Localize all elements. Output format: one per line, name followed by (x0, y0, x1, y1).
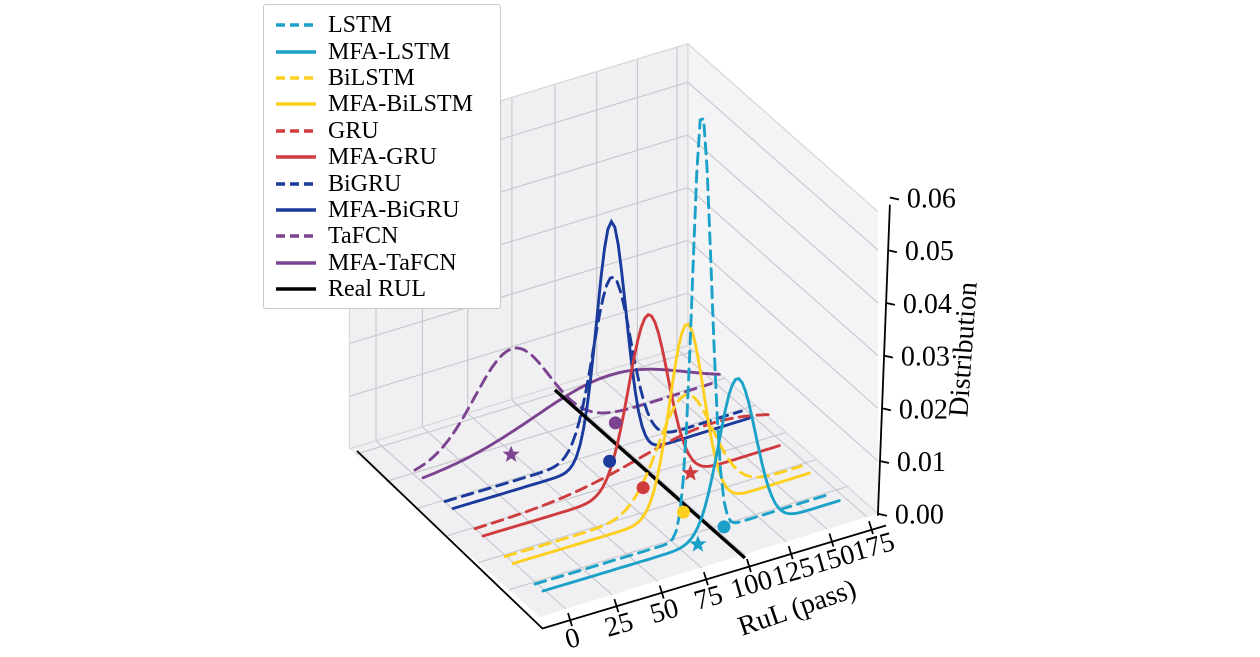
legend-item-lstm: LSTM (264, 12, 500, 38)
legend-item-label: MFA-GRU (328, 144, 437, 171)
legend-item-bigru: BiGRU (264, 170, 500, 196)
legend-item-mfa-bilstm: MFA-BiLSTM (264, 91, 500, 117)
svg-text:0.03: 0.03 (901, 342, 950, 373)
legend-item-gru: GRU (264, 118, 500, 144)
marker-star-MFA-LSTM (689, 535, 707, 552)
curve-LSTM (533, 116, 833, 586)
marker-dot-MFA-TaFCN (608, 416, 622, 430)
legend-item-label: TaFCN (328, 223, 399, 250)
svg-text:25: 25 (601, 606, 636, 644)
marker-star-MFA-GRU (681, 464, 699, 481)
right-wall-pane (687, 43, 878, 514)
prediction-markers (502, 416, 731, 552)
legend-item-real-rul: Real RUL (264, 276, 500, 302)
legend-line-sample (276, 102, 316, 107)
svg-text:0.06: 0.06 (907, 184, 956, 215)
marker-star-MFA-TaFCN (502, 445, 520, 462)
legend-item-mfa-tafcn: MFA-TaFCN (264, 250, 500, 276)
curve-MFA-BiLSTM (511, 322, 811, 565)
legend-line-sample (276, 23, 316, 27)
legend-line-sample (276, 208, 316, 212)
legend-item-label: BiGRU (328, 170, 402, 197)
legend-item-mfa-gru: MFA-GRU (264, 144, 500, 170)
legend-line-sample (276, 155, 316, 159)
svg-text:0.05: 0.05 (905, 236, 954, 267)
marker-dot-MFA-BiGRU (603, 454, 617, 468)
curve-MFA-LSTM (541, 376, 841, 593)
legend-item-label: MFA-BiGRU (328, 196, 460, 223)
legend-line-sample (276, 234, 316, 239)
svg-text:0.01: 0.01 (897, 447, 946, 478)
legend-item-mfa-lstm: MFA-LSTM (264, 38, 500, 64)
legend-item-label: MFA-LSTM (328, 38, 451, 65)
real-rul-line (553, 388, 747, 560)
curve-TaFCN (413, 346, 713, 472)
legend: LSTM MFA-LSTM BiLSTM MFA-BiLSTM GRU MFA-… (263, 4, 501, 310)
legend-line-sample (276, 129, 316, 133)
floor-pane (349, 345, 878, 617)
svg-text:175: 175 (849, 526, 898, 567)
grid-lines (348, 42, 879, 610)
curve-BiGRU (443, 275, 743, 503)
curve-GRU (473, 413, 773, 531)
svg-text:0.04: 0.04 (903, 289, 952, 320)
legend-item-label: BiLSTM (328, 64, 415, 91)
curve-MFA-GRU (481, 312, 781, 538)
legend-line-sample (276, 287, 316, 291)
legend-line-sample (276, 76, 316, 80)
legend-item-label: MFA-BiLSTM (328, 91, 473, 118)
legend-item-label: MFA-TaFCN (328, 249, 457, 276)
legend-line-sample (276, 261, 316, 265)
legend-item-label: LSTM (328, 12, 393, 39)
svg-text:0.00: 0.00 (895, 500, 944, 531)
svg-text:0: 0 (562, 622, 584, 656)
legend-item-label: Real RUL (328, 276, 426, 303)
legend-item-tafcn: TaFCN (264, 223, 500, 249)
curve-BiLSTM (503, 393, 803, 558)
legend-item-label: GRU (328, 117, 379, 144)
curve-MFA-BiGRU (451, 218, 751, 510)
svg-text:0.02: 0.02 (899, 394, 948, 425)
legend-item-mfa-bigru: MFA-BiGRU (264, 197, 500, 223)
svg-text:75: 75 (691, 579, 726, 617)
legend-line-sample (276, 181, 316, 186)
legend-item-bilstm: BiLSTM (264, 65, 500, 91)
svg-text:50: 50 (647, 593, 682, 631)
distribution-curves (413, 116, 841, 593)
marker-dot-MFA-BiLSTM (676, 505, 690, 519)
legend-line-sample (276, 49, 316, 54)
marker-dot-MFA-GRU (636, 481, 650, 495)
marker-dot-LSTM (717, 520, 731, 534)
